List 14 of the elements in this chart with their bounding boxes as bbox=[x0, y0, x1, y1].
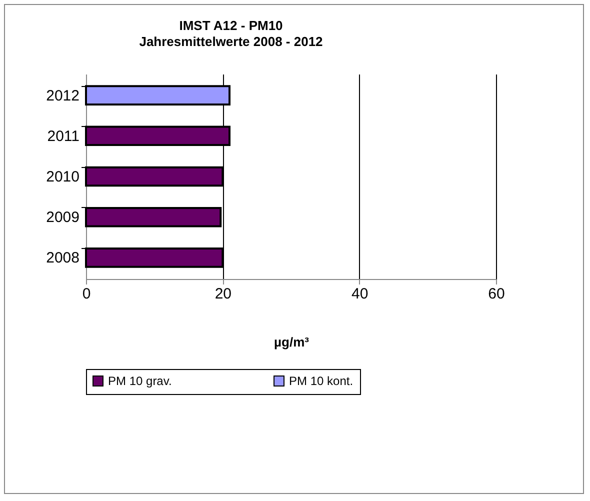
legend-label: PM 10 kont. bbox=[289, 374, 354, 388]
x-axis-title: µg/m³ bbox=[274, 334, 310, 350]
legend-label: PM 10 grav. bbox=[108, 374, 172, 388]
y-tick-label: 2011 bbox=[47, 128, 80, 145]
y-tick-label: 2009 bbox=[46, 209, 80, 226]
chart-title: IMST A12 - PM10 bbox=[179, 18, 283, 33]
x-tick-label: 20 bbox=[214, 286, 232, 302]
x-tick-label: 0 bbox=[82, 286, 91, 302]
y-tick-label: 2010 bbox=[46, 168, 80, 186]
chart-subtitle: Jahresmittelwerte 2008 - 2012 bbox=[139, 34, 323, 49]
y-tick-label: 2008 bbox=[46, 250, 80, 267]
x-tick-label: 60 bbox=[488, 286, 505, 302]
y-tick-label: 2012 bbox=[46, 87, 80, 104]
x-tick-label: 40 bbox=[351, 286, 368, 302]
